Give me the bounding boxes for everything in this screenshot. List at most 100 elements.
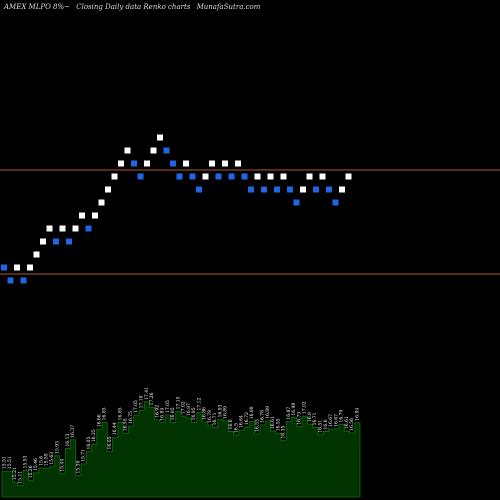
price-area-label: 15.44 (60, 459, 66, 472)
renko-brick (170, 160, 176, 167)
renko-brick (92, 212, 98, 219)
price-area-label: 16.44 (112, 422, 118, 435)
price-area-panel (1, 401, 361, 498)
price-area-label: 16.79 (339, 409, 345, 422)
price-area-label: 15.93 (54, 441, 60, 454)
price-area-label: 16.98 (291, 403, 297, 416)
renko-brick (27, 264, 33, 271)
price-area-label: 16.61 (344, 416, 350, 429)
price-area-label: 16.85 (170, 407, 176, 420)
renko-brick (46, 225, 53, 232)
price-area-label: 16.05 (86, 436, 92, 449)
price-area-label: 17.41 (144, 387, 150, 400)
price-area-label: 17.02 (181, 401, 187, 414)
renko-brick (202, 173, 209, 180)
renko-brick (118, 160, 124, 167)
renko-brick (131, 160, 137, 167)
renko-brick (144, 160, 150, 167)
price-area-label: 16.64 (239, 415, 245, 428)
renko-brick (7, 277, 14, 284)
price-area-label: 16.92 (154, 405, 160, 418)
price-area-label: 16.05 (107, 436, 113, 449)
price-area-label: 15.53 (23, 455, 29, 468)
price-area-label: 16.67 (333, 414, 339, 427)
price-area-label: 16.73 (296, 412, 302, 425)
price-area-label: 16.97 (186, 403, 192, 416)
renko-brick (215, 173, 222, 180)
renko-brick (261, 186, 267, 193)
renko-brick (209, 160, 215, 167)
renko-brick (254, 173, 261, 180)
price-area-label: 15.63 (49, 452, 55, 465)
price-area-label: 15.71 (81, 449, 87, 462)
symbol-label: AMEX MLPO 8%~ (4, 3, 71, 11)
renko-brick (313, 186, 319, 193)
renko-brick (345, 173, 352, 180)
price-area-label: 16.25 (91, 429, 97, 442)
price-area-label: 16.85 (117, 407, 123, 420)
reference-lines (0, 169, 500, 275)
renko-brick (228, 173, 235, 180)
price-area-label: 16.85 (102, 407, 108, 420)
price-area-label: 16.87 (286, 407, 292, 420)
renko-brick (53, 238, 59, 245)
price-area-label: 16.56 (349, 418, 355, 431)
price-area-label: 16.75 (128, 411, 134, 424)
renko-bricks (1, 134, 352, 284)
renko-brick (248, 186, 254, 193)
renko-brick (332, 199, 339, 206)
renko-brick (66, 238, 72, 245)
renko-brick (137, 173, 144, 180)
price-area-label: 15.51 (7, 456, 13, 469)
price-area-label: 16.55 (123, 418, 129, 431)
renko-brick (339, 186, 345, 193)
price-area-label: 16.89 (265, 406, 271, 419)
price-area-label: 15.39 (75, 460, 81, 473)
renko-brick (157, 134, 163, 141)
renko-brick (274, 186, 280, 193)
price-area-label: 16.55 (275, 418, 281, 431)
price-area-label: 16.89 (223, 406, 229, 419)
renko-brick (267, 173, 274, 180)
price-area-label: 16.71 (312, 412, 318, 425)
price-area-label: 16.67 (328, 414, 334, 427)
price-area-label: 16.61 (270, 416, 276, 429)
renko-brick (72, 225, 79, 232)
renko-brick (79, 212, 85, 219)
price-area-label: 16.78 (207, 410, 213, 423)
renko-brick (241, 173, 248, 180)
price-area-label: 17.12 (196, 397, 202, 410)
price-area-label: 15.46 (33, 458, 39, 471)
renko-brick (98, 199, 105, 206)
price-area-label: 16.5 (233, 423, 239, 433)
price-area-label: 15.26 (28, 465, 34, 478)
renko-brick (33, 251, 40, 258)
renko-brick (124, 147, 131, 154)
site-label: MunafaSutra.com (196, 3, 261, 11)
price-area-label: 16.78 (260, 410, 266, 423)
renko-brick (105, 186, 111, 193)
chart-kind-label: Closing Daily data Renko charts (76, 3, 191, 11)
price-area-label: 16.85 (191, 407, 197, 420)
price-area-label: 16.37 (70, 425, 76, 438)
renko-brick (163, 147, 170, 154)
price-area-label: 16.93 (217, 404, 223, 417)
renko-brick (111, 173, 118, 180)
renko-brick (189, 173, 196, 180)
price-area-label: 16.84 (160, 408, 166, 421)
renko-brick (150, 147, 157, 154)
price-area-label: 16.6 (228, 419, 234, 429)
renko-brick (326, 186, 332, 193)
price-area-label: 16.84 (354, 408, 360, 421)
price-area-label: 16.51 (318, 420, 324, 433)
renko-brick (306, 173, 313, 180)
price-area-label: 16.86 (202, 407, 208, 420)
renko-brick (183, 160, 189, 167)
price-area-label: 15.59 (44, 453, 50, 466)
renko-brick (20, 277, 27, 284)
price-area-label: 17.15 (175, 396, 181, 409)
price-area-label: 16.8 (307, 412, 313, 422)
price-area-label: 16.72 (244, 412, 250, 425)
price-area-label: 15.6 (38, 456, 44, 466)
price-area (1, 401, 361, 498)
